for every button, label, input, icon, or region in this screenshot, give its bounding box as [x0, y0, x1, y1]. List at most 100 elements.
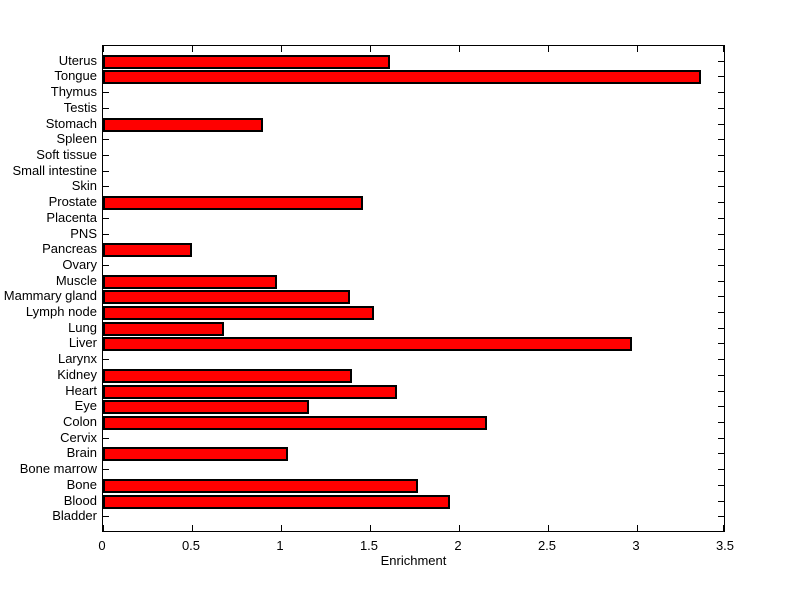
y-tick-right-bone — [718, 484, 724, 486]
bar-mammary-gland — [103, 290, 351, 305]
y-tick-left-placenta — [103, 217, 109, 219]
category-label-larynx: Larynx — [57, 351, 97, 367]
category-label-eye: Eye — [74, 398, 97, 414]
category-label-stomach: Stomach — [45, 115, 97, 131]
x-tick-top-1 — [281, 46, 282, 52]
x-tick-top-0.5 — [192, 46, 193, 52]
y-tick-right-liver — [718, 343, 724, 345]
y-tick-right-soft-tissue — [718, 154, 724, 156]
x-tick-top-0 — [103, 46, 104, 52]
category-label-cervix: Cervix — [60, 429, 97, 445]
y-tick-right-larynx — [718, 359, 724, 361]
category-label-heart: Heart — [65, 382, 97, 398]
x-tick-label-0: 0 — [98, 538, 106, 553]
category-label-liver: Liver — [68, 335, 97, 351]
y-tick-right-colon — [718, 422, 724, 424]
category-label-pancreas: Pancreas — [42, 241, 97, 257]
plot-area — [102, 45, 725, 532]
y-tick-right-tongue — [718, 76, 724, 78]
bar-lung — [103, 321, 225, 336]
category-label-kidney: Kidney — [57, 366, 97, 382]
y-tick-left-skin — [103, 186, 109, 188]
x-tick-label-2: 2 — [454, 538, 462, 553]
x-tick-top-2 — [459, 46, 460, 52]
category-label-bone: Bone — [66, 476, 97, 492]
bar-stomach — [103, 117, 264, 132]
category-label-bone-marrow: Bone marrow — [19, 461, 97, 477]
bar-muscle — [103, 274, 278, 289]
y-tick-right-ovary — [718, 264, 724, 266]
y-tick-right-blood — [718, 500, 724, 502]
y-tick-right-testis — [718, 107, 724, 109]
bar-bone — [103, 478, 419, 493]
y-tick-right-muscle — [718, 280, 724, 282]
y-tick-right-bladder — [718, 516, 724, 518]
y-tick-right-lung — [718, 327, 724, 329]
y-tick-right-heart — [718, 390, 724, 392]
y-tick-right-pancreas — [718, 249, 724, 251]
x-tick-label-1.5: 1.5 — [359, 538, 379, 553]
y-tick-right-pns — [718, 233, 724, 235]
category-label-prostate: Prostate — [48, 194, 97, 210]
category-label-lymph-node: Lymph node — [25, 304, 97, 320]
y-tick-right-cervix — [718, 437, 724, 439]
y-tick-left-cervix — [103, 437, 109, 439]
bar-eye — [103, 400, 310, 415]
y-tick-left-bone-marrow — [103, 469, 109, 471]
x-tick-top-3.5 — [723, 46, 724, 52]
y-tick-left-ovary — [103, 264, 109, 266]
y-tick-right-eye — [718, 406, 724, 408]
x-tick-label-0.5: 0.5 — [181, 538, 201, 553]
x-tick-label-2.5: 2.5 — [537, 538, 557, 553]
y-tick-left-bladder — [103, 516, 109, 518]
x-tick-top-3 — [637, 46, 638, 52]
y-tick-right-uterus — [718, 60, 724, 62]
category-label-lung: Lung — [68, 319, 97, 335]
y-tick-right-small-intestine — [718, 170, 724, 172]
y-tick-left-spleen — [103, 139, 109, 141]
category-label-blood: Blood — [63, 492, 97, 508]
y-tick-right-bone-marrow — [718, 469, 724, 471]
x-tick-bottom-1.5 — [370, 525, 371, 531]
bar-brain — [103, 447, 289, 462]
y-tick-right-stomach — [718, 123, 724, 125]
x-tick-label-3.5: 3.5 — [715, 538, 735, 553]
y-tick-left-pns — [103, 233, 109, 235]
category-label-spleen: Spleen — [56, 131, 97, 147]
bar-pancreas — [103, 243, 192, 258]
y-tick-right-brain — [718, 453, 724, 455]
category-label-ovary: Ovary — [62, 256, 97, 272]
x-tick-top-2.5 — [548, 46, 549, 52]
category-label-muscle: Muscle — [55, 272, 97, 288]
y-tick-right-spleen — [718, 139, 724, 141]
category-label-bladder: Bladder — [52, 508, 97, 524]
y-tick-right-thymus — [718, 92, 724, 94]
bar-prostate — [103, 196, 363, 211]
y-tick-right-kidney — [718, 374, 724, 376]
bar-blood — [103, 494, 451, 509]
bar-tongue — [103, 70, 702, 85]
y-tick-left-soft-tissue — [103, 154, 109, 156]
category-label-brain: Brain — [66, 445, 97, 461]
category-label-pns: PNS — [70, 225, 97, 241]
bar-uterus — [103, 54, 390, 69]
category-label-thymus: Thymus — [50, 84, 97, 100]
category-label-uterus: Uterus — [58, 52, 97, 68]
y-tick-left-small-intestine — [103, 170, 109, 172]
y-tick-left-thymus — [103, 92, 109, 94]
x-axis-title: Enrichment — [380, 553, 447, 568]
y-tick-right-placenta — [718, 217, 724, 219]
y-tick-right-mammary-gland — [718, 296, 724, 298]
category-label-tongue: Tongue — [54, 68, 97, 84]
y-tick-right-prostate — [718, 202, 724, 204]
bar-lymph-node — [103, 306, 374, 321]
category-label-small-intestine: Small intestine — [12, 162, 97, 178]
category-label-placenta: Placenta — [46, 209, 97, 225]
category-label-soft-tissue: Soft tissue — [36, 146, 97, 162]
category-label-mammary-gland: Mammary gland — [3, 288, 97, 304]
x-tick-bottom-3 — [637, 525, 638, 531]
bar-kidney — [103, 368, 353, 383]
x-tick-bottom-0.5 — [192, 525, 193, 531]
x-tick-label-1: 1 — [276, 538, 284, 553]
